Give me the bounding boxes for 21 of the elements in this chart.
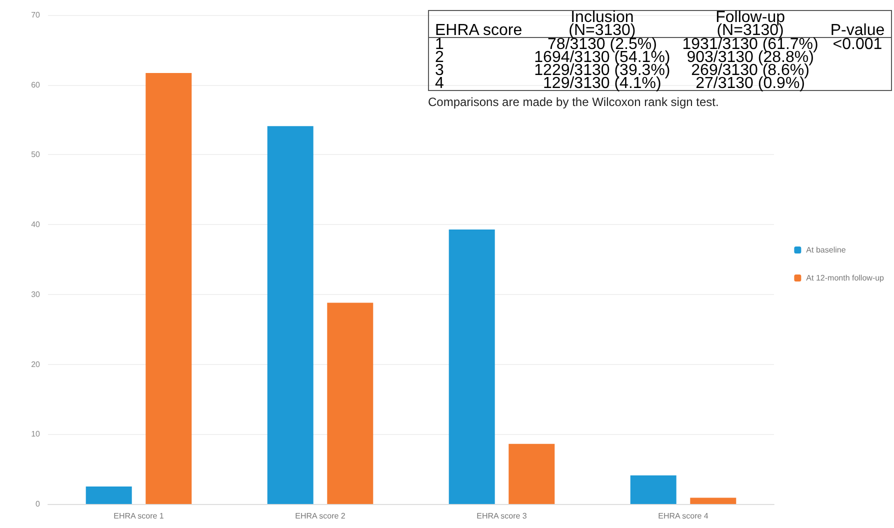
legend-label: At baseline (806, 246, 846, 254)
y-tick-label: 50 (31, 150, 41, 160)
x-tick-label: EHRA score 1 (114, 512, 164, 520)
x-tick-label: EHRA score 3 (476, 512, 528, 520)
y-tick-label: 30 (31, 290, 41, 299)
y-tick-label: 60 (31, 80, 41, 90)
text: <0.001 (832, 36, 884, 53)
legend-label: At 12-month follow-up (806, 274, 885, 282)
annotation: Follow-up (N=3130) (676, 9, 824, 39)
y-tick-label: 70 (31, 10, 41, 20)
x-tick-label: EHRA score 4 (658, 512, 709, 520)
y-tick-label: 20 (31, 360, 41, 369)
x-tick-label: EHRA score 2 (295, 512, 346, 520)
annotation: 4 (434, 75, 445, 92)
y-tick-label: 10 (31, 430, 41, 439)
y-tick-label: 40 (31, 220, 41, 230)
annotation: Comparisons are made by the Wilcoxon rank sign test. (428, 95, 720, 109)
annotation: EHRA score (428, 10, 528, 39)
text: P-value (824, 10, 892, 39)
annotation: Inclusion (N=3130) (528, 9, 676, 39)
y-tick-label: 0 (36, 500, 41, 508)
